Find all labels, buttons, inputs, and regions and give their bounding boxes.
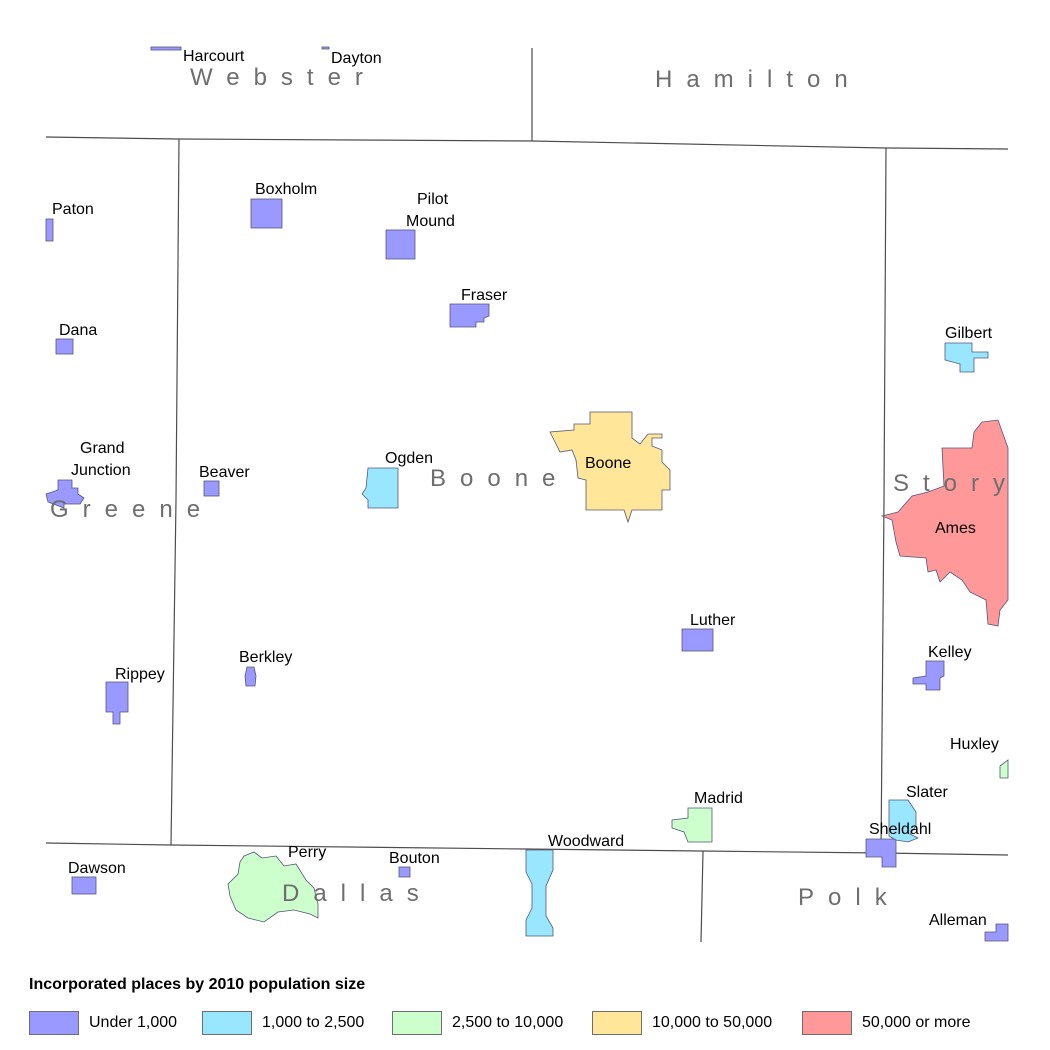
place-madrid (671, 807, 713, 843)
label-berkley: Berkley (239, 649, 292, 666)
label-boone: Boone (585, 455, 631, 472)
label-slater: Slater (906, 784, 948, 801)
place-dana (55, 338, 74, 355)
label-harcourt: Harcourt (183, 48, 245, 65)
place-labels: Harcourt Dayton Paton Boxholm Pilot Moun… (52, 48, 999, 929)
label-sheldahl: Sheldahl (869, 821, 931, 838)
legend-swatch-10000-50000 (592, 1011, 642, 1035)
label-alleman: Alleman (929, 912, 987, 929)
places-2500-10000 (227, 759, 1009, 923)
place-bouton (398, 866, 411, 878)
label-grand-junction-line2: Junction (71, 462, 131, 479)
place-dawson (71, 876, 97, 895)
county-boundaries (45, 48, 1009, 943)
place-slater (888, 799, 919, 843)
legend-label-under-1000: Under 1,000 (89, 1014, 178, 1031)
place-fraser (449, 303, 490, 328)
label-ames: Ames (935, 520, 976, 537)
legend-swatch-50000-plus (802, 1011, 852, 1035)
legend-swatch-under-1000 (29, 1011, 79, 1035)
place-grand-junction (45, 479, 85, 509)
place-dayton (321, 46, 330, 50)
county-label-boone: Boone (430, 465, 569, 492)
label-kelley: Kelley (928, 644, 972, 661)
place-woodward (525, 849, 554, 937)
legend-label-2500-10000: 2,500 to 10,000 (452, 1014, 564, 1031)
places-50000-plus (880, 419, 1009, 627)
label-pilot-mound-line2: Mound (406, 213, 455, 230)
place-alleman (984, 923, 1009, 942)
place-harcourt (150, 46, 182, 51)
boundary-south (45, 842, 1009, 856)
legend-title: Incorporated places by 2010 population s… (29, 976, 366, 993)
place-pilot-mound (385, 229, 416, 260)
label-woodward: Woodward (548, 833, 624, 850)
county-label-hamilton: Hamilton (655, 66, 862, 93)
place-huxley (999, 759, 1009, 779)
label-rippey: Rippey (115, 666, 165, 683)
place-luther (681, 628, 714, 652)
label-huxley: Huxley (950, 736, 999, 753)
legend-item-50000-plus: 50,000 or more (802, 1010, 971, 1036)
label-pilot-mound-line1: Pilot (417, 191, 449, 208)
place-berkley (244, 666, 257, 687)
place-gilbert (944, 342, 989, 373)
places-10000-50000 (549, 411, 671, 524)
place-sheldahl (865, 838, 897, 868)
map-canvas: Webster Hamilton Greene Boone Story Dall… (45, 46, 1019, 943)
place-boxholm (250, 198, 283, 229)
label-dayton: Dayton (331, 50, 382, 67)
place-perry (227, 851, 319, 923)
boundary-dallas-polk (700, 850, 704, 943)
county-labels: Webster Hamilton Greene Boone Story Dall… (50, 64, 1019, 911)
legend-label-50000-plus: 50,000 or more (862, 1014, 971, 1031)
label-beaver: Beaver (199, 464, 250, 481)
label-luther: Luther (690, 612, 736, 629)
place-ogden (361, 467, 399, 509)
legend-item-under-1000: Under 1,000 (29, 1010, 177, 1036)
place-boone (549, 411, 671, 524)
places-1000-2500 (361, 342, 989, 937)
label-dawson: Dawson (68, 860, 126, 877)
county-label-polk: Polk (798, 884, 901, 911)
place-ames (880, 419, 1009, 627)
legend-item-2500-10000: 2,500 to 10,000 (392, 1010, 563, 1036)
label-madrid: Madrid (694, 790, 743, 807)
boundary-boone-west (170, 138, 180, 846)
county-label-story: Story (893, 470, 1019, 497)
places-under-1000 (45, 46, 1009, 942)
label-ogden: Ogden (385, 450, 433, 467)
place-rippey (105, 681, 129, 725)
label-perry: Perry (288, 844, 326, 861)
place-beaver (203, 480, 220, 497)
boundary-north (45, 136, 1009, 150)
label-paton: Paton (52, 201, 94, 218)
legend-item-1000-2500: 1,000 to 2,500 (202, 1010, 364, 1036)
legend-item-10000-50000: 10,000 to 50,000 (592, 1010, 772, 1036)
label-grand-junction-line1: Grand (80, 440, 124, 457)
legend-swatch-1000-2500 (202, 1011, 252, 1035)
county-label-greene: Greene (50, 496, 214, 523)
place-kelley (912, 660, 945, 691)
label-fraser: Fraser (461, 287, 508, 304)
county-label-webster: Webster (190, 64, 377, 91)
boundary-boone-east (880, 147, 887, 854)
label-boxholm: Boxholm (255, 181, 317, 198)
legend-label-1000-2500: 1,000 to 2,500 (262, 1014, 365, 1031)
place-paton (45, 218, 54, 242)
legend-swatch-2500-10000 (392, 1011, 442, 1035)
label-bouton: Bouton (389, 850, 440, 867)
legend-label-10000-50000: 10,000 to 50,000 (652, 1014, 773, 1031)
label-dana: Dana (59, 322, 97, 339)
label-gilbert: Gilbert (945, 325, 993, 342)
county-label-dallas: Dallas (282, 880, 433, 907)
